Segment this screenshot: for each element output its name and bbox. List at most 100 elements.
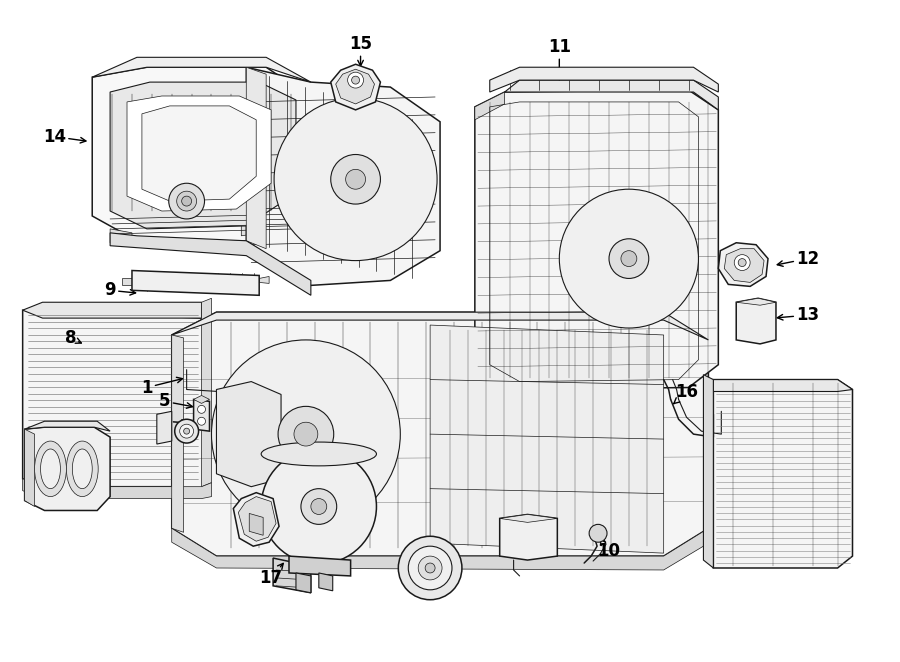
Text: 5: 5 (159, 393, 193, 410)
Polygon shape (194, 399, 210, 431)
Circle shape (409, 546, 452, 590)
Polygon shape (24, 429, 34, 506)
Ellipse shape (40, 449, 60, 489)
Circle shape (198, 417, 205, 425)
Circle shape (399, 536, 462, 600)
Polygon shape (24, 427, 110, 510)
Circle shape (176, 191, 196, 211)
Text: 2: 2 (243, 520, 262, 545)
Polygon shape (500, 514, 557, 522)
Ellipse shape (67, 441, 98, 496)
Polygon shape (24, 421, 110, 431)
Text: 13: 13 (778, 306, 819, 324)
Polygon shape (247, 68, 266, 249)
Polygon shape (500, 514, 557, 560)
Polygon shape (132, 271, 259, 295)
Polygon shape (475, 90, 718, 389)
Polygon shape (233, 493, 279, 546)
Text: 15: 15 (349, 36, 372, 66)
Polygon shape (238, 496, 276, 542)
Circle shape (182, 196, 192, 206)
Circle shape (212, 340, 400, 528)
Polygon shape (505, 80, 718, 110)
Circle shape (184, 428, 190, 434)
Polygon shape (127, 96, 271, 211)
Circle shape (310, 498, 327, 514)
Text: 6: 6 (159, 412, 187, 430)
Circle shape (352, 76, 360, 84)
Text: 7: 7 (49, 435, 64, 453)
Polygon shape (110, 229, 132, 246)
Circle shape (590, 524, 607, 542)
Text: 16: 16 (674, 383, 698, 404)
Polygon shape (142, 106, 256, 201)
Circle shape (175, 419, 199, 443)
Circle shape (168, 183, 204, 219)
Circle shape (425, 563, 435, 573)
Polygon shape (157, 411, 172, 444)
Ellipse shape (34, 441, 67, 496)
Circle shape (261, 449, 376, 564)
Polygon shape (92, 58, 310, 82)
Polygon shape (202, 299, 211, 487)
Polygon shape (249, 514, 263, 536)
Polygon shape (736, 299, 776, 344)
Text: 12: 12 (778, 250, 819, 267)
Polygon shape (330, 64, 381, 110)
Polygon shape (22, 310, 202, 487)
Circle shape (301, 489, 337, 524)
Polygon shape (724, 249, 764, 283)
Polygon shape (714, 379, 852, 391)
Text: 4: 4 (532, 525, 554, 544)
Circle shape (346, 169, 365, 189)
Polygon shape (122, 279, 132, 285)
Polygon shape (319, 573, 333, 591)
Polygon shape (241, 221, 261, 236)
Polygon shape (259, 277, 269, 283)
Circle shape (274, 98, 437, 261)
Polygon shape (704, 375, 714, 568)
Polygon shape (718, 243, 768, 287)
Circle shape (734, 255, 750, 271)
Polygon shape (736, 299, 776, 305)
Text: 10: 10 (598, 540, 620, 560)
Text: 14: 14 (43, 128, 86, 146)
Polygon shape (110, 82, 296, 229)
Text: 17: 17 (259, 563, 284, 587)
Polygon shape (110, 233, 310, 295)
Polygon shape (266, 193, 296, 215)
Circle shape (180, 424, 194, 438)
Polygon shape (714, 379, 852, 568)
Polygon shape (475, 92, 505, 120)
Polygon shape (289, 556, 351, 576)
Text: 1: 1 (141, 377, 183, 397)
Circle shape (330, 154, 381, 204)
Circle shape (294, 422, 318, 446)
Text: 11: 11 (548, 38, 571, 79)
Circle shape (559, 189, 698, 328)
Polygon shape (22, 303, 202, 318)
Polygon shape (430, 325, 663, 553)
Text: 8: 8 (65, 329, 81, 347)
Polygon shape (194, 395, 210, 403)
Circle shape (278, 406, 334, 462)
Polygon shape (336, 70, 374, 104)
Polygon shape (172, 335, 184, 532)
Circle shape (609, 239, 649, 279)
Polygon shape (172, 528, 708, 570)
Circle shape (347, 72, 364, 88)
Polygon shape (22, 479, 212, 498)
Polygon shape (273, 558, 310, 592)
Polygon shape (296, 573, 310, 592)
Circle shape (418, 556, 442, 580)
Polygon shape (490, 68, 718, 92)
Text: 9: 9 (104, 281, 136, 299)
Circle shape (621, 251, 637, 267)
Polygon shape (172, 312, 708, 340)
Ellipse shape (261, 442, 376, 466)
Circle shape (198, 405, 205, 413)
Polygon shape (247, 68, 440, 285)
Polygon shape (217, 381, 281, 487)
Polygon shape (92, 68, 310, 241)
Text: 3: 3 (426, 577, 438, 598)
